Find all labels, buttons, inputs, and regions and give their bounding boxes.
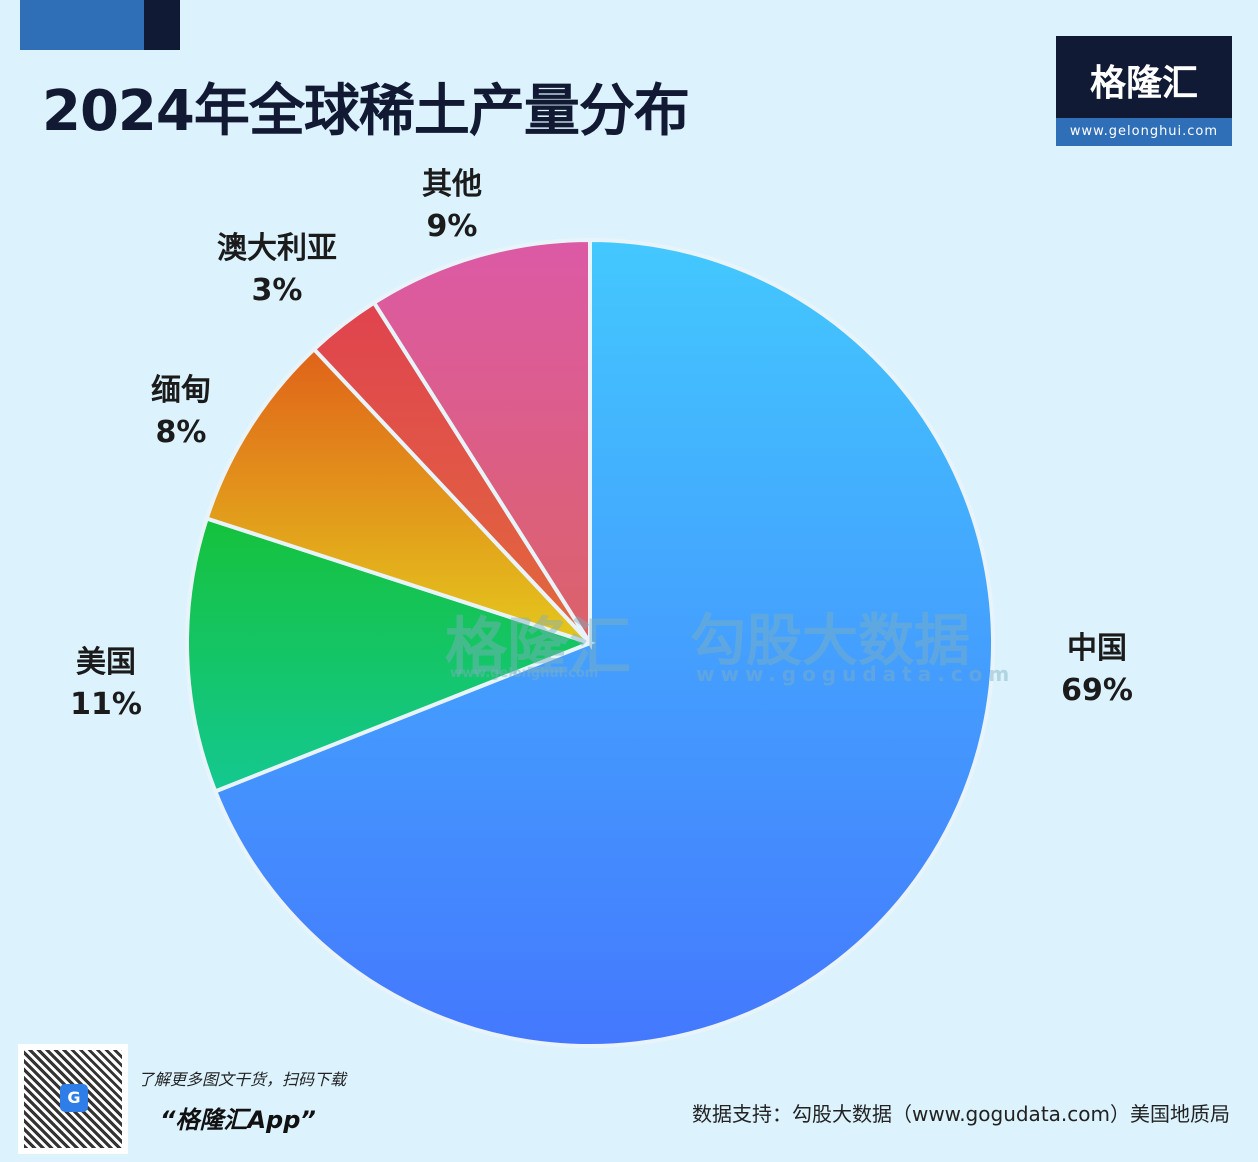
slice-percent: 9% bbox=[426, 209, 478, 244]
watermark-gogudata: 勾股大数据 bbox=[690, 609, 970, 674]
watermark-gelonghui: 格隆汇 bbox=[445, 610, 632, 683]
slice-label: 澳大利亚 3% bbox=[217, 228, 337, 312]
pie-slice-1 bbox=[185, 515, 596, 794]
header-accent-bar bbox=[20, 0, 144, 50]
slice-name: 中国 bbox=[1067, 631, 1127, 666]
slice-label: 其他 9% bbox=[422, 164, 482, 248]
slice-name: 澳大利亚 bbox=[217, 231, 337, 266]
slice-percent: 8% bbox=[155, 415, 207, 450]
slice-label: 美国 11% bbox=[70, 642, 142, 726]
slice-label: 中国 69% bbox=[1061, 628, 1133, 712]
slice-percent: 3% bbox=[251, 273, 303, 308]
logo-url: www.gelonghui.com bbox=[1056, 118, 1232, 146]
header-accent-bar-dark bbox=[144, 0, 180, 50]
slice-percent: 69% bbox=[1061, 673, 1133, 708]
slice-name: 缅甸 bbox=[151, 373, 211, 408]
slice-label: 缅甸 8% bbox=[151, 370, 211, 454]
slice-name: 美国 bbox=[76, 645, 136, 680]
slice-name: 其他 bbox=[422, 167, 482, 202]
qr-code[interactable]: G bbox=[18, 1044, 128, 1154]
gelonghui-logo: 格隆汇 www.gelonghui.com bbox=[1056, 36, 1232, 146]
data-source: 数据支持：勾股大数据（www.gogudata.com）美国地质局 bbox=[691, 1102, 1230, 1126]
pie-slice-4 bbox=[371, 237, 592, 650]
watermark-gelonghui-url: www.gelonghui.com bbox=[450, 666, 599, 681]
logo-text: 格隆汇 bbox=[1089, 63, 1198, 104]
pie-slice-0 bbox=[212, 237, 995, 1048]
watermark-gogudata-url: www.gogudata.com bbox=[696, 662, 1016, 686]
promo-text: 了解更多图文干货，扫码下载 bbox=[138, 1070, 347, 1089]
qr-logo: G bbox=[60, 1084, 88, 1112]
slice-percent: 11% bbox=[70, 687, 142, 722]
page-title: 2024年全球稀土产量分布 bbox=[42, 79, 690, 144]
pie-slice-2 bbox=[204, 346, 592, 645]
promo-app: “格隆汇App” bbox=[160, 1106, 316, 1134]
